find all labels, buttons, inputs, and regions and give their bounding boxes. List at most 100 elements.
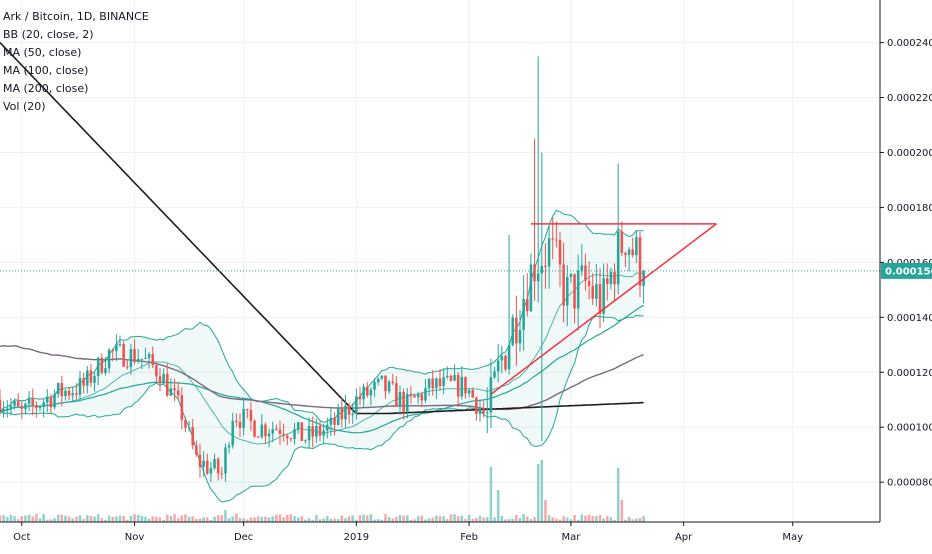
candle-body <box>602 278 605 314</box>
candle-body <box>551 238 554 240</box>
indicator-ma200[interactable]: MA (200, close) <box>3 82 88 95</box>
candle-body <box>322 430 325 436</box>
indicator-ma50[interactable]: MA (50, close) <box>3 46 81 59</box>
volume-bar <box>449 514 453 522</box>
volume-bar <box>391 518 394 522</box>
volume-bar <box>311 519 314 522</box>
x-tick-label: Apr <box>675 532 693 543</box>
candle-body <box>384 375 387 392</box>
candle-body <box>344 405 347 420</box>
volume-bar <box>536 464 540 522</box>
volume-bar <box>475 517 478 522</box>
candle-body <box>289 438 293 440</box>
candle-body <box>126 366 129 368</box>
volume-bar <box>569 519 573 522</box>
volume-bar <box>115 516 118 522</box>
volume-bar <box>71 518 74 522</box>
candle-body <box>598 284 602 314</box>
volume-bar <box>35 514 38 522</box>
volume-bar <box>140 515 144 522</box>
volume-bar <box>180 515 184 522</box>
indicator-vol[interactable]: Vol (20) <box>3 100 46 113</box>
volume-bar <box>489 467 493 522</box>
volume-bar <box>158 517 162 522</box>
volume-bar <box>191 516 194 522</box>
candle-body <box>555 239 558 241</box>
volume-bar <box>566 517 569 522</box>
volume-bar <box>493 517 496 522</box>
candle-body <box>198 454 202 467</box>
volume-bar <box>358 515 362 522</box>
candle-body <box>507 344 511 370</box>
candle-body <box>213 458 216 469</box>
candle-body <box>482 408 485 414</box>
candle-body <box>329 417 333 425</box>
volume-bar <box>562 516 565 522</box>
volume-bar <box>169 516 173 522</box>
volume-bar <box>129 515 133 522</box>
bb-basis <box>0 272 644 445</box>
volume-bar <box>416 516 420 522</box>
volume-bar <box>56 514 60 522</box>
candle-body <box>147 354 151 358</box>
last-price-tag-text: 0.0001569 <box>885 266 932 277</box>
volume-bar <box>136 514 140 522</box>
volume-bar <box>398 514 402 522</box>
volume-bar <box>176 518 180 522</box>
volume-bar <box>362 514 365 522</box>
candle-body <box>286 435 289 439</box>
triangle-drawing[interactable] <box>490 223 717 395</box>
volume-bar <box>456 516 460 522</box>
candle-body <box>35 405 38 409</box>
volume-bar <box>507 518 511 522</box>
volume-bar <box>624 519 627 522</box>
volume-bar <box>166 514 169 522</box>
volume-bar <box>133 514 136 522</box>
candle-body <box>89 370 93 383</box>
volume-bar <box>75 516 78 522</box>
volume-bar <box>587 514 591 522</box>
volume-bar <box>0 515 2 522</box>
candle-body <box>606 278 609 285</box>
candle-body <box>395 383 398 407</box>
candle-body <box>587 280 591 286</box>
candle-body <box>613 272 616 285</box>
candle-body <box>467 390 471 394</box>
volume-bar <box>613 519 616 522</box>
symbol-title[interactable]: Ark / Bitcoin, 1D, BINANCE <box>3 10 149 23</box>
volume-bar <box>467 514 471 522</box>
volume-bar <box>216 515 220 522</box>
volume-bar <box>246 519 249 522</box>
volume-bar <box>482 517 485 522</box>
candle-body <box>464 376 467 394</box>
volume-bar <box>540 460 544 522</box>
candle-body <box>278 429 282 434</box>
volume-bar <box>351 515 354 522</box>
volume-bar <box>638 517 642 522</box>
x-axis[interactable]: Oct Nov Dec 2019 Feb Mar Apr May <box>13 522 803 543</box>
candle-body <box>104 368 107 373</box>
volume-bar <box>380 519 384 522</box>
candle-body <box>311 426 314 437</box>
volume-bar <box>340 515 344 522</box>
indicator-bb[interactable]: BB (20, close, 2) <box>3 28 94 41</box>
candle-body <box>489 377 493 413</box>
volume-bar <box>86 515 89 522</box>
volume-bar <box>616 468 620 522</box>
candle-body <box>227 445 231 448</box>
volume-bar <box>267 517 271 522</box>
candle-body <box>238 421 242 428</box>
volume-bar <box>242 518 245 522</box>
candle-body <box>9 405 13 409</box>
candle-body <box>424 388 427 401</box>
candle-body <box>96 357 100 377</box>
indicator-ma100[interactable]: MA (100, close) <box>3 64 88 77</box>
volume-bar <box>264 516 267 522</box>
candle-body <box>435 378 438 389</box>
candle-body <box>402 392 405 412</box>
candle-body <box>122 343 125 367</box>
candle-body <box>53 394 56 408</box>
volume-bar <box>235 514 238 522</box>
bb-upper <box>0 209 644 423</box>
